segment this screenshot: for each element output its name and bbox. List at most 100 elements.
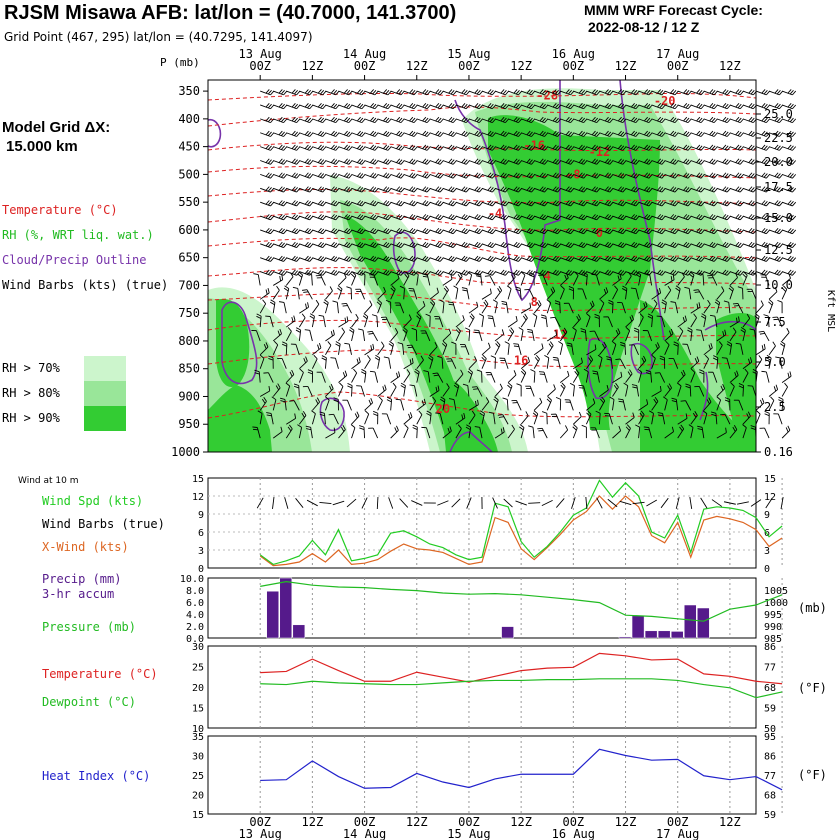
wind-barb-staff xyxy=(468,146,480,151)
wind-barb-flag xyxy=(609,146,614,151)
wind-barb-flag xyxy=(777,299,783,303)
wind-barb-flag xyxy=(441,343,447,348)
wind-barb-flag xyxy=(774,200,779,205)
wind-barb-staff xyxy=(273,229,284,235)
wind-barb-flag xyxy=(528,103,533,109)
wind-barb-staff xyxy=(703,187,715,193)
wind-barb-flag xyxy=(706,399,710,405)
wind-barb-flag xyxy=(409,255,414,261)
wind-barb-staff xyxy=(494,344,501,356)
wind-barb-flag xyxy=(265,227,270,233)
wind-barb-staff xyxy=(325,334,335,342)
wind-barb-flag xyxy=(544,354,549,359)
wind-barb-flag xyxy=(468,368,473,373)
wind-barb-flag xyxy=(457,273,462,279)
wind-barb-flag xyxy=(309,215,314,221)
wind-barb xyxy=(290,343,300,355)
wind-barb-flag xyxy=(552,103,557,108)
wind-barb xyxy=(293,383,300,397)
wind-barb-staff xyxy=(325,257,336,262)
wind-barb-flag xyxy=(491,132,496,137)
wind-panel-y2tick-label: 3 xyxy=(764,546,770,557)
wind-barb-staff xyxy=(494,333,504,342)
wind-barb xyxy=(362,313,369,328)
wind-barb-staff xyxy=(507,132,519,137)
wind-barb-flag xyxy=(700,187,705,193)
wind-barb-flag xyxy=(735,144,740,150)
wind-barb xyxy=(606,356,613,369)
wind-barb xyxy=(547,269,562,276)
wind-barb-flag xyxy=(265,130,270,136)
wind-barb xyxy=(507,327,515,342)
wind-barb-flag xyxy=(685,145,690,150)
wind-barb-flag xyxy=(761,172,766,177)
wind-barb-flag xyxy=(305,303,307,309)
wind-barb-flag xyxy=(408,413,411,419)
wind-barb-staff xyxy=(768,229,780,235)
wind-barb-flag xyxy=(349,327,355,331)
wind-barb-flag xyxy=(552,214,557,219)
wind-barb-flag xyxy=(672,131,677,136)
wind-barb-flag xyxy=(502,145,507,150)
wind-barb-flag xyxy=(270,90,275,96)
wind-barb-staff xyxy=(638,243,650,248)
wind-barb-staff xyxy=(572,372,580,383)
wind-barb xyxy=(520,214,536,221)
wind-barb xyxy=(708,371,718,383)
wind-barb-flag xyxy=(604,227,609,233)
wind-barb-flag xyxy=(724,159,729,164)
wind-barb xyxy=(311,410,316,425)
wind-barb-staff xyxy=(442,90,454,96)
wind-barb-flag xyxy=(518,160,523,165)
wind-barb-flag xyxy=(370,144,374,150)
wind-barb-staff xyxy=(338,321,349,328)
wind-barb-flag xyxy=(505,201,510,207)
wind-barb-flag xyxy=(426,201,431,207)
wind-barb-staff xyxy=(638,187,650,193)
wind-barb-flag xyxy=(774,116,779,122)
wind-barb-staff xyxy=(533,304,542,314)
wind-barb xyxy=(573,186,588,193)
wind-barb-flag xyxy=(432,396,436,402)
wind-barb-staff xyxy=(703,146,715,151)
wind-barb-flag xyxy=(630,172,635,177)
wind-barb-staff xyxy=(333,414,339,425)
wind-barb-staff xyxy=(312,257,323,262)
wind-barb-flag xyxy=(412,424,418,428)
wind-barb-flag xyxy=(346,242,351,248)
wind-barb xyxy=(612,214,627,221)
wind-barb-flag xyxy=(528,214,533,220)
wind-barb-staff xyxy=(716,243,728,248)
wind-barb-flag xyxy=(267,214,272,220)
wind-barb-flag xyxy=(280,256,285,261)
wind-barb-staff xyxy=(703,304,711,314)
wind-barb xyxy=(385,299,392,314)
wind-barb-flag xyxy=(518,90,523,96)
wind-barb xyxy=(302,289,313,300)
wind-barb-flag xyxy=(291,269,296,274)
wind-barb xyxy=(283,285,290,300)
wind-barb-staff xyxy=(690,243,702,248)
wind-barb-flag xyxy=(414,368,420,373)
wind-barb-flag xyxy=(294,173,298,178)
wind-barb xyxy=(468,241,483,248)
wind-barb-flag xyxy=(424,187,429,192)
wind-barb-flag xyxy=(709,172,714,177)
wind-barb-flag xyxy=(322,257,327,262)
wind-barb-staff xyxy=(403,243,415,248)
wind-barb-flag xyxy=(396,269,401,274)
wind-barb xyxy=(768,341,776,356)
wind-barb xyxy=(494,214,510,221)
wind-barb-staff xyxy=(272,387,281,397)
wind-barb-flag xyxy=(570,118,575,123)
wind-barb-flag xyxy=(280,270,285,275)
wind-barb-staff xyxy=(700,330,705,342)
wind-barb-staff xyxy=(390,386,397,397)
wind-barb-staff xyxy=(664,279,675,286)
wind-barb-flag xyxy=(426,90,431,96)
surface-wind-barb xyxy=(750,499,762,507)
wind-barb-flag xyxy=(383,89,388,94)
wind-barb-staff xyxy=(612,243,623,248)
wind-barb-staff xyxy=(325,146,336,151)
wind-barb-flag xyxy=(544,160,549,165)
